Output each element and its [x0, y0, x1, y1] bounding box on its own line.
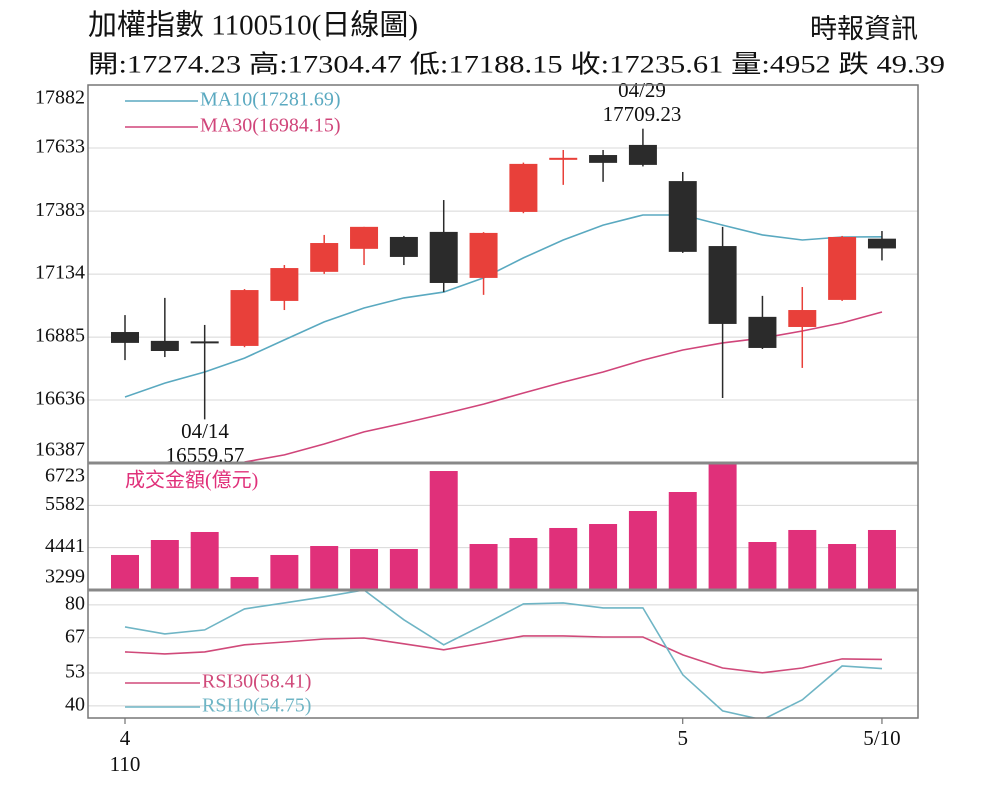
bar	[549, 527, 578, 590]
line-series	[124, 635, 883, 674]
candle-body	[828, 236, 857, 300]
legend-label: RSI10(54.75)	[202, 695, 311, 717]
bar	[150, 540, 179, 590]
candle-body	[549, 157, 578, 160]
y-tick-label: 16636	[35, 388, 85, 410]
candle-body	[270, 268, 299, 301]
bar	[748, 542, 777, 590]
bar	[668, 492, 697, 590]
y-tick-label: 16387	[35, 439, 85, 461]
candle-body	[748, 316, 777, 348]
bar	[429, 471, 458, 590]
panel	[88, 590, 918, 718]
frame	[87, 84, 919, 719]
panel	[88, 463, 918, 590]
source: 時報資訊	[810, 14, 918, 44]
y-tick-label: 17134	[35, 262, 85, 284]
bar	[350, 549, 379, 590]
y-tick-label: 40	[65, 693, 85, 715]
y-tick-label: 67	[65, 625, 85, 647]
y-tick-label: 17383	[35, 199, 85, 221]
bar	[708, 463, 737, 590]
y-tick-label: 53	[65, 661, 85, 683]
x-tick-label: 5	[678, 726, 689, 750]
bar	[628, 510, 657, 590]
annotation: 04/14	[181, 419, 229, 443]
candle-body	[150, 340, 179, 351]
chart-title: 加權指數 1100510(日線圖)	[88, 9, 418, 42]
candle-body	[469, 232, 498, 278]
y-tick-label: 17633	[35, 136, 85, 158]
y-tick-label: 5582	[45, 493, 85, 515]
x-sublabel: 110	[110, 752, 141, 776]
candle-body	[389, 236, 418, 257]
candle-body	[509, 163, 538, 212]
legend-label: MA30(16984.15)	[200, 115, 341, 137]
bar	[270, 554, 299, 590]
candle-body	[429, 231, 458, 283]
candle-body	[230, 290, 259, 346]
y-tick-label: 16885	[35, 325, 85, 347]
bar	[310, 546, 339, 590]
bar	[469, 544, 498, 590]
y-tick-label: 17882	[35, 87, 85, 109]
y-tick-label: 4441	[45, 535, 85, 557]
bar	[190, 531, 219, 590]
panel	[88, 85, 918, 463]
y-tick-label: 6723	[45, 465, 85, 487]
y-tick-label: 80	[65, 592, 85, 614]
x-tick-label: 5/10	[863, 726, 900, 750]
line-series	[244, 311, 883, 463]
summary: 開:17274.23 高:17304.47 低:17188.15 收:17235…	[88, 51, 945, 79]
bar	[230, 577, 259, 590]
candle-body	[867, 238, 896, 249]
legend-label: MA10(17281.69)	[200, 89, 341, 111]
candle-body	[350, 226, 379, 249]
candle-body	[788, 310, 817, 327]
line-series	[124, 214, 883, 398]
bar	[389, 549, 418, 590]
candle-body	[589, 155, 618, 163]
candle-body	[628, 144, 657, 165]
bar	[828, 544, 857, 590]
candle-body	[111, 332, 139, 343]
legend-label: RSI30(58.41)	[202, 671, 311, 693]
annotation: 04/29	[618, 78, 666, 102]
y-tick-label: 3299	[45, 566, 85, 588]
x-tick-label: 4	[120, 726, 131, 750]
bar	[589, 524, 618, 590]
annotation: 17709.23	[603, 102, 682, 126]
candle-body	[668, 181, 697, 252]
bar	[788, 529, 817, 590]
bar	[867, 529, 896, 590]
candle-body	[708, 246, 737, 324]
line-series	[124, 590, 883, 718]
candle-body	[310, 243, 339, 272]
panel-title: 成交金額(億元)	[125, 469, 258, 492]
candle-body	[190, 341, 219, 344]
bar	[111, 554, 139, 590]
bar	[509, 537, 538, 590]
